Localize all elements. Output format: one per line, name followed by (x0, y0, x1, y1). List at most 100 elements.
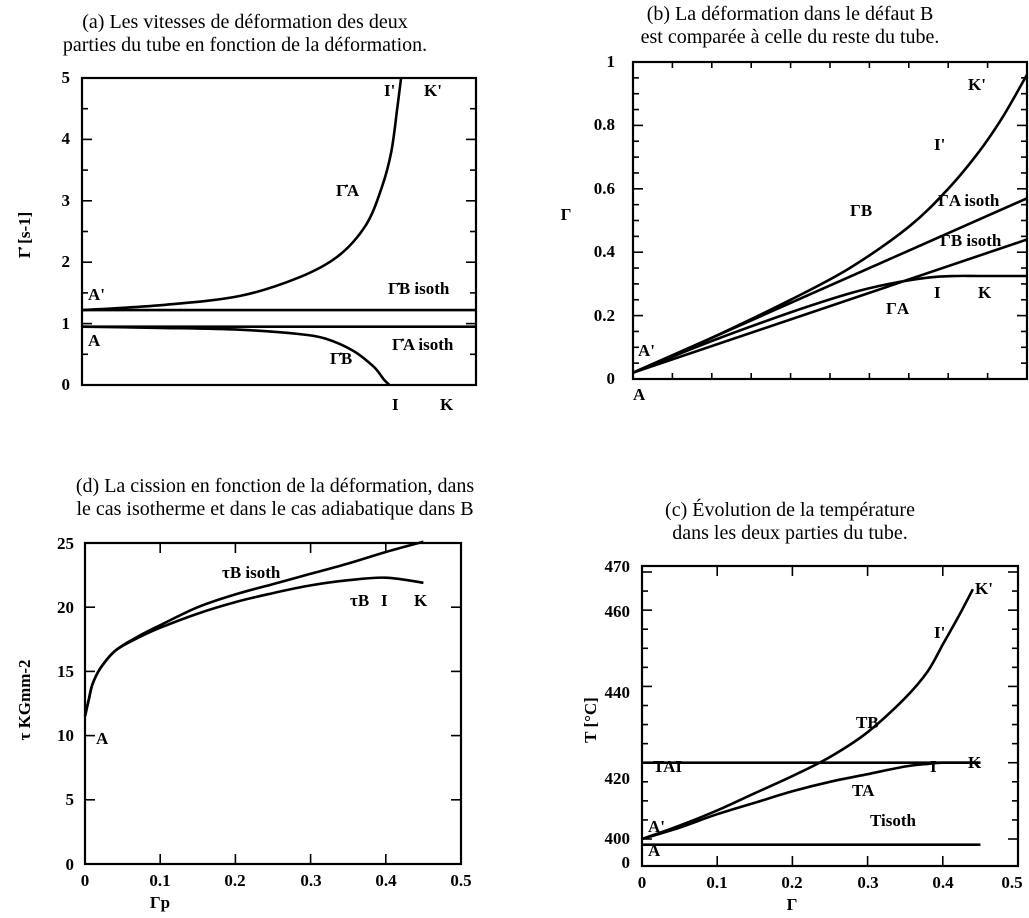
chart-b-ytick-0.2: 0.2 (594, 306, 615, 325)
chart-c-label-t-b: TB (856, 713, 879, 732)
chart-a-title-line1: (a) Les vitesses de déformation des deux (82, 11, 407, 33)
chart-c-label-t-a: TA (852, 781, 875, 800)
chart-a: (a) Les vitesses de déformation des deux… (15, 11, 478, 414)
chart-b-point-a-prime: A' (638, 341, 655, 360)
chart-d-ylabel: τ KGmm-2 (15, 659, 34, 740)
chart-b-point-k: K (978, 283, 992, 302)
chart-a-ylabel: Γ̇ [s-1] (15, 212, 34, 259)
chart-c-ytick-400: 400 (605, 829, 631, 848)
chart-b-ytick-0: 0 (607, 369, 616, 388)
chart-c-point-i: I (930, 757, 937, 776)
chart-d-frame (83, 541, 463, 866)
chart-a-ytick-2: 2 (62, 252, 71, 271)
chart-b-point-i-prime: I' (934, 135, 945, 154)
chart-c-point-k: K (968, 753, 982, 772)
chart-b-label-gamma-a-isoth: ΓA isoth (938, 191, 1000, 210)
chart-b-series-gamma-a-isoth (632, 197, 1028, 374)
chart-c-xtick-0.5: 0.5 (1001, 873, 1022, 892)
chart-c-title-line1: (c) Évolution de la température (665, 498, 915, 521)
chart-c-point-k-prime: K' (975, 579, 993, 598)
chart-d-point-k: K (414, 591, 428, 610)
chart-b-ytick-0.6: 0.6 (594, 179, 615, 198)
chart-a-series-gamma-dot-b (81, 325, 391, 386)
chart-d-xtick-0.1: 0.1 (149, 871, 170, 890)
chart-c-label-t-ai: TAI (653, 757, 682, 776)
chart-b-frame (631, 60, 1029, 381)
chart-b-label-gamma-b-isoth: ΓB isoth (940, 231, 1002, 250)
chart-d-ytick-10: 10 (57, 726, 74, 745)
chart-a-ticks (82, 77, 476, 386)
chart-b-label-gamma-b: ΓB (850, 201, 872, 220)
chart-c-point-i-prime: I' (934, 623, 945, 642)
chart-b-ytick-0.8: 0.8 (594, 115, 615, 134)
chart-d-label-tau-b: τB (350, 591, 369, 610)
chart-b-label-gamma-a: ΓA (886, 299, 910, 318)
chart-d-xtick-0.3: 0.3 (300, 871, 321, 890)
chart-c-xlabel: Γ (787, 895, 798, 914)
chart-c-ytick-420: 420 (605, 769, 631, 788)
chart-b-point-k-prime: K' (968, 75, 986, 94)
chart-b-title-line1: (b) La déformation dans le défaut B (647, 3, 934, 25)
chart-c-ylabel: T [°C] (581, 697, 600, 743)
chart-a-ytick-5: 5 (62, 68, 71, 87)
chart-a-label-gamma-dot-a-isoth: Γ̇A isoth (392, 335, 454, 354)
chart-d-xtick-0.4: 0.4 (375, 871, 397, 890)
chart-d-ticks (84, 542, 462, 865)
chart-c-point-a-prime: A' (648, 817, 665, 836)
chart-d-ytick-5: 5 (66, 790, 75, 809)
chart-d-title-line2: le cas isotherme et dans le cas adiabati… (76, 498, 473, 520)
chart-c: (c) Évolution de la température dans les… (581, 498, 1023, 914)
chart-d-ytick-25: 25 (57, 534, 74, 553)
chart-b-ytick-0.4: 0.4 (594, 242, 616, 261)
chart-a-label-gamma-dot-b-isoth: Γ̇B isoth (388, 279, 450, 298)
chart-a-title-line2: parties du tube en fonction de la déform… (63, 34, 427, 56)
chart-c-title-line2: dans les deux parties du tube. (672, 522, 908, 544)
chart-d-xtick-0: 0 (81, 871, 90, 890)
chart-a-point-i: I (392, 395, 399, 414)
chart-c-series-t-b (641, 588, 975, 841)
chart-c-ytick-460: 460 (605, 602, 631, 621)
chart-c-xtick-0.4: 0.4 (932, 873, 954, 892)
chart-b-title-line2: est comparée à celle du reste du tube. (641, 26, 940, 48)
chart-c-ytick-0: 0 (622, 853, 631, 872)
chart-d-label-tau-b-isoth: τB isoth (222, 563, 281, 582)
chart-d-point-a: A (96, 729, 109, 748)
chart-a-ytick-3: 3 (62, 191, 71, 210)
chart-c-xtick-0.3: 0.3 (857, 873, 878, 892)
chart-b-series-gamma-a (632, 274, 1027, 374)
chart-b-point-i: I (934, 283, 941, 302)
chart-d-title-line1: (d) La cission en fonction de la déforma… (76, 475, 474, 497)
chart-c-ytick-470: 470 (605, 557, 631, 576)
chart-b-ticks (632, 61, 1028, 380)
chart-d-ytick-0: 0 (66, 855, 75, 874)
chart-b-point-a: A (633, 385, 646, 404)
chart-a-point-a: A (88, 331, 101, 350)
chart-d-xtick-0.5: 0.5 (450, 871, 471, 890)
chart-d-ytick-15: 15 (57, 662, 74, 681)
chart-c-xtick-0: 0 (638, 873, 647, 892)
chart-d: (d) La cission en fonction de la déforma… (15, 475, 474, 912)
chart-a-label-gamma-dot-b: Γ̇B (330, 349, 352, 368)
chart-d-xlabel: Γp (150, 893, 170, 912)
chart-a-ytick-0: 0 (62, 375, 71, 394)
chart-a-series-gamma-dot-a (81, 77, 403, 312)
chart-a-point-k-prime: K' (424, 81, 442, 100)
chart-c-xtick-0.2: 0.2 (781, 873, 802, 892)
chart-c-frame (640, 564, 1020, 868)
chart-c-label-t-isoth: Tisoth (870, 811, 917, 830)
chart-a-ytick-1: 1 (62, 314, 71, 333)
chart-b: (b) La déformation dans le défaut B est … (561, 3, 1029, 404)
chart-a-point-a-prime: A' (88, 285, 105, 304)
chart-c-ticks (641, 566, 1019, 866)
chart-c-point-a: A (648, 841, 661, 860)
chart-c-xtick-0.1: 0.1 (706, 873, 727, 892)
chart-b-series-gamma-b-isoth (632, 238, 1028, 374)
chart-c-ytick-440: 440 (605, 683, 631, 702)
chart-d-ytick-20: 20 (57, 598, 74, 617)
chart-a-ytick-4: 4 (62, 129, 71, 148)
chart-b-ytick-1: 1 (607, 52, 616, 71)
chart-d-point-i: I (381, 591, 388, 610)
chart-a-label-gamma-dot-a: Γ̇A (336, 181, 360, 200)
chart-d-xtick-0.2: 0.2 (224, 871, 245, 890)
